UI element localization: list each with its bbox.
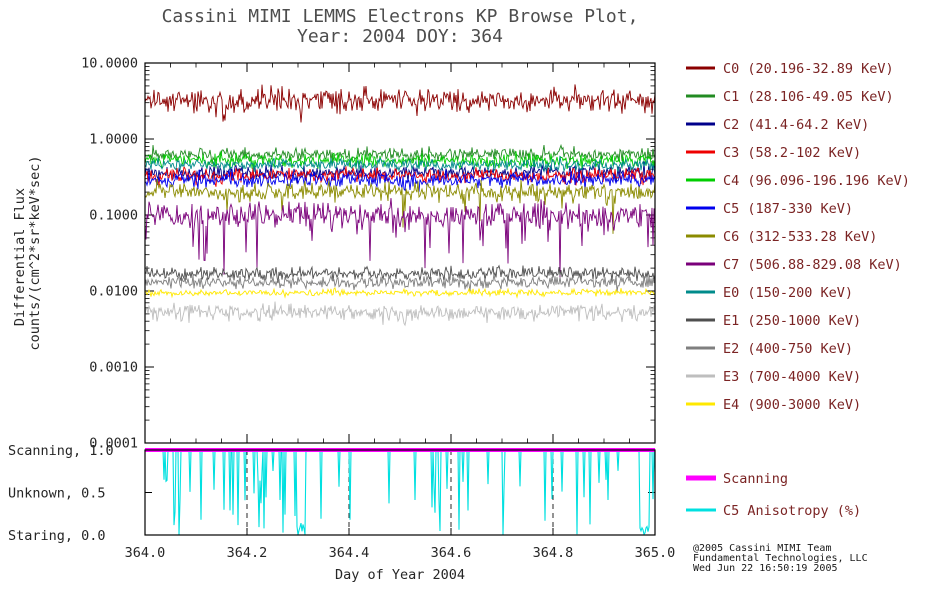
y-tick-label: 0.0010 bbox=[89, 360, 138, 376]
series-line-C5 bbox=[144, 168, 656, 192]
credit-line1: @2005 Cassini MIMI Team bbox=[693, 543, 831, 554]
legend-label-C6: C6 (312-533.28 KeV) bbox=[723, 229, 877, 245]
legend-label-E1: E1 (250-1000 KeV) bbox=[723, 313, 861, 329]
grid-and-ticks bbox=[144, 62, 656, 536]
credit-line3: Wed Jun 22 16:50:19 2005 bbox=[693, 563, 838, 574]
y-tick-label: 0.0100 bbox=[89, 284, 138, 300]
y-tick-label: 1.0000 bbox=[89, 132, 138, 148]
legend-label-E4: E4 (900-3000 KeV) bbox=[723, 397, 861, 413]
plot-title-line2: Year: 2004 DOY: 364 bbox=[297, 26, 503, 47]
legend-label-E2: E2 (400-750 KeV) bbox=[723, 341, 853, 357]
series-line-E4 bbox=[144, 287, 656, 299]
plot-title-line1: Cassini MIMI LEMMS Electrons KP Browse P… bbox=[162, 6, 639, 27]
x-tick-label: 364.0 bbox=[125, 545, 166, 561]
y-axis-title: Differential Flux counts/(cm^2*sr*keV*se… bbox=[12, 155, 43, 350]
legend-label-C3: C3 (58.2-102 KeV) bbox=[723, 145, 861, 161]
series-line-C1 bbox=[144, 143, 656, 165]
x-tick-label: 364.2 bbox=[227, 545, 268, 561]
y-axis-title-line1: Differential Flux bbox=[12, 188, 28, 326]
legend-label-C4: C4 (96.096-196.196 KeV) bbox=[723, 173, 910, 189]
credit-line2: Fundamental Technologies, LLC bbox=[693, 553, 868, 564]
x-axis-title: Day of Year 2004 bbox=[335, 567, 465, 583]
series-line-C6 bbox=[144, 178, 656, 234]
legend-label-E3: E3 (700-4000 KeV) bbox=[723, 369, 861, 385]
legend: C0 (20.196-32.89 KeV) C1 (28.106-49.05 Ke… bbox=[686, 61, 910, 519]
legend-label-C0: C0 (20.196-32.89 KeV) bbox=[723, 61, 894, 77]
legend-label-C1: C1 (28.106-49.05 KeV) bbox=[723, 89, 894, 105]
x-tick-label: 364.8 bbox=[533, 545, 574, 561]
y-tick-label: 0.0001 bbox=[89, 436, 138, 452]
legend-label-C5: C5 (187-330 KeV) bbox=[723, 201, 853, 217]
series-line-C7 bbox=[144, 198, 656, 278]
main-plot-frame bbox=[144, 62, 656, 444]
bottom-panel-frame bbox=[144, 449, 656, 536]
y-axis-title-line2: counts/(cm^2*sr*keV*sec) bbox=[27, 155, 43, 350]
tick-labels: 10.0000 1.0000 0.1000 0.0100 0.0010 0.0001 364… bbox=[8, 56, 675, 562]
anisotropy-line bbox=[145, 449, 656, 536]
legend-label-C7: C7 (506.88-829.08 KeV) bbox=[723, 257, 902, 273]
x-tick-label: 364.4 bbox=[329, 545, 370, 561]
mode-row-label: Unknown, 0.5 bbox=[8, 486, 106, 502]
series-line-E2 bbox=[144, 273, 656, 292]
data-series bbox=[144, 84, 656, 327]
legend-label-C2: C2 (41.4-64.2 KeV) bbox=[723, 117, 869, 133]
mode-row-label: Scanning, 1.0 bbox=[8, 443, 114, 459]
legend-label-C5-Anisotropy: C5 Anisotropy (%) bbox=[723, 503, 861, 519]
bottom-panel-series bbox=[145, 448, 656, 536]
x-tick-label: 364.6 bbox=[431, 545, 472, 561]
legend-label-E0: E0 (150-200 KeV) bbox=[723, 285, 853, 301]
series-line-E0 bbox=[144, 156, 656, 173]
series-line-C0 bbox=[144, 84, 656, 123]
y-tick-label: 0.1000 bbox=[89, 208, 138, 224]
legend-label-Scanning: Scanning bbox=[723, 471, 788, 487]
mode-row-label: Staring, 0.0 bbox=[8, 528, 106, 544]
series-line-E3 bbox=[144, 301, 656, 327]
x-tick-label: 365.0 bbox=[635, 545, 676, 561]
y-tick-label: 10.0000 bbox=[81, 56, 138, 72]
